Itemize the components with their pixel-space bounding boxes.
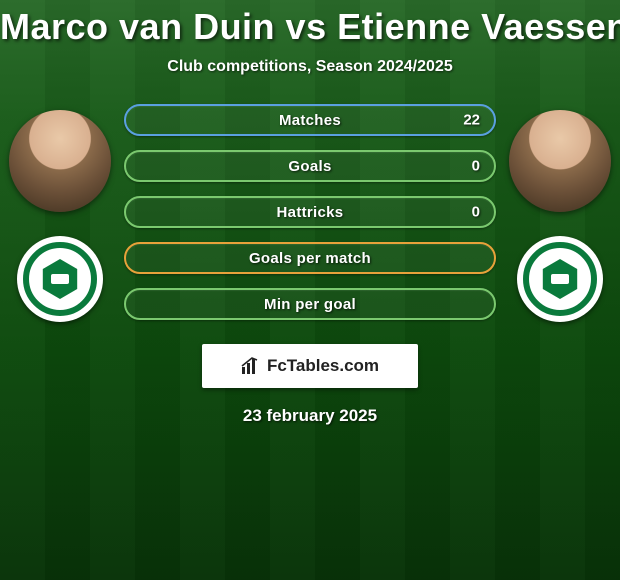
stat-label: Goals per match [249, 250, 371, 267]
stat-row-min-per-goal: Min per goal [124, 288, 496, 320]
stat-row-matches: Matches 22 [124, 104, 496, 136]
stat-row-goals-per-match: Goals per match [124, 242, 496, 274]
site-attribution: FcTables.com [202, 344, 418, 388]
page-title: Marco van Duin vs Etienne Vaessen [0, 6, 620, 48]
bar-chart-icon [241, 357, 261, 375]
club-hex-icon [40, 259, 80, 299]
player-right-avatar [509, 110, 611, 212]
player-left-avatar [9, 110, 111, 212]
stat-value-right: 22 [463, 112, 480, 129]
stat-label: Goals [288, 158, 331, 175]
club-ring-icon [23, 242, 97, 316]
content-wrapper: Marco van Duin vs Etienne Vaessen Club c… [0, 0, 620, 426]
stat-value-right: 0 [472, 204, 480, 221]
date-label: 23 february 2025 [0, 406, 620, 426]
stat-value-right: 0 [472, 158, 480, 175]
stat-label: Matches [279, 112, 341, 129]
subtitle: Club competitions, Season 2024/2025 [0, 58, 620, 76]
stat-label: Hattricks [277, 204, 344, 221]
stat-row-hattricks: Hattricks 0 [124, 196, 496, 228]
right-column [500, 104, 620, 322]
club-hex-icon [540, 259, 580, 299]
site-label: FcTables.com [267, 356, 379, 376]
stat-row-goals: Goals 0 [124, 150, 496, 182]
left-column [0, 104, 120, 322]
club-ring-icon [523, 242, 597, 316]
stats-list: Matches 22 Goals 0 Hattricks 0 Goals per… [120, 104, 500, 320]
player-right-club-badge [517, 236, 603, 322]
player-left-club-badge [17, 236, 103, 322]
main-layout: Matches 22 Goals 0 Hattricks 0 Goals per… [0, 104, 620, 322]
stat-label: Min per goal [264, 296, 356, 313]
